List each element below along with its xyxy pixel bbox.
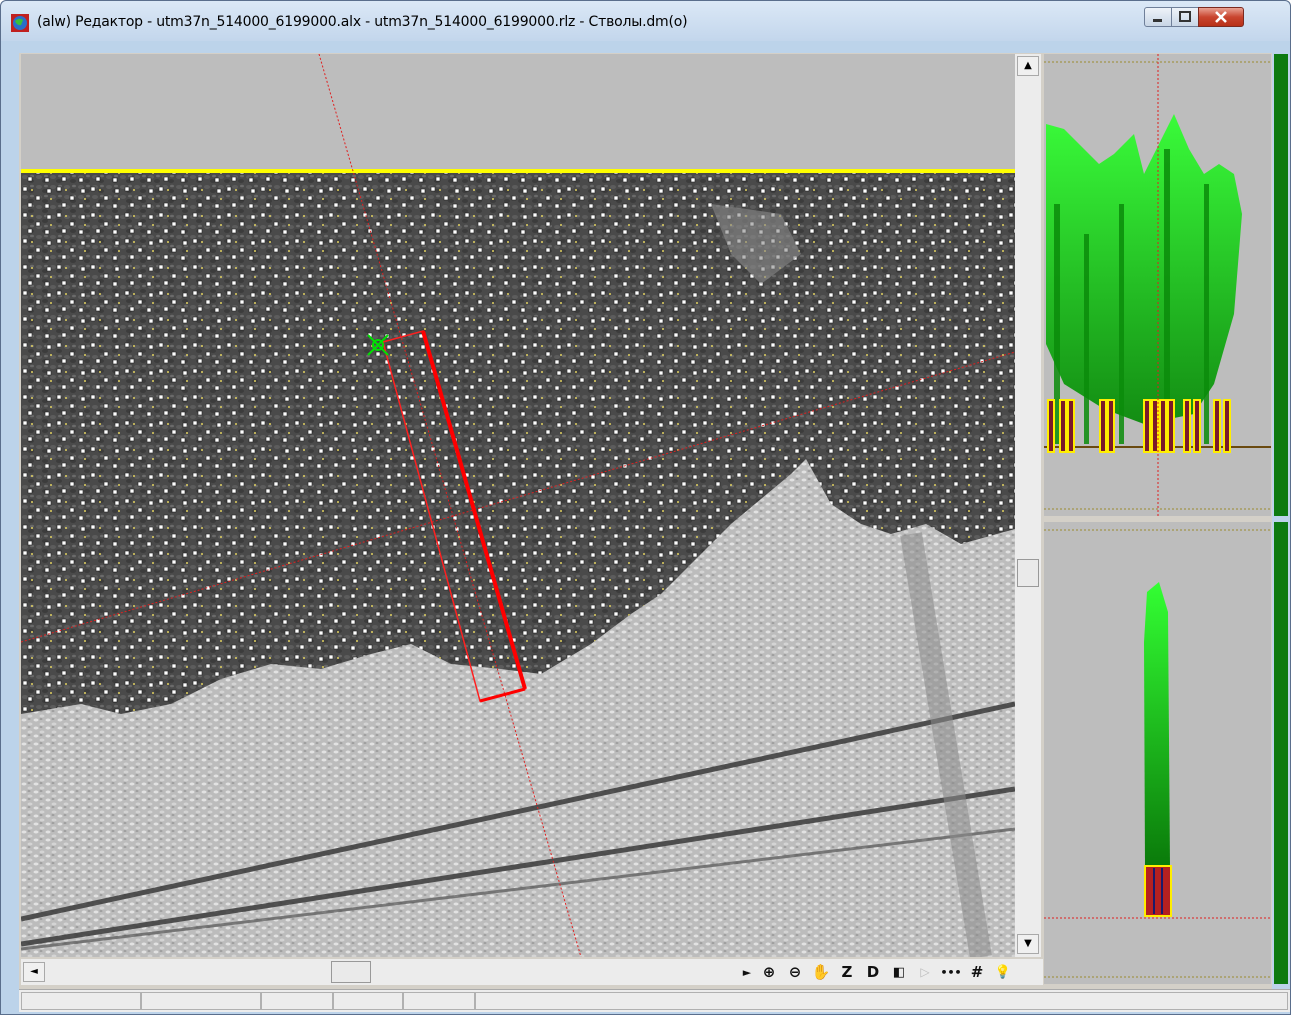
next-frame-icon[interactable]: ▷ bbox=[920, 965, 930, 979]
tree-profile-side bbox=[1044, 54, 1271, 516]
plan-view-canvas[interactable] bbox=[21, 54, 1015, 957]
close-icon bbox=[1215, 11, 1227, 23]
vertical-scrollbar[interactable]: ▲ ▼ bbox=[1015, 54, 1041, 957]
view-toolbar: ► ⊕ ⊖ ✋ Z D ◧ ▷ ••• # 💡 bbox=[739, 960, 1015, 984]
grid-hash-icon[interactable]: # bbox=[970, 963, 984, 981]
scroll-left-button[interactable]: ◄ bbox=[23, 962, 45, 982]
d-mode-button[interactable]: D bbox=[866, 963, 880, 981]
pan-hand-icon[interactable]: ✋ bbox=[811, 963, 831, 981]
window-title: (alw) Редактор - utm37n_514000_6199000.a… bbox=[37, 14, 688, 30]
status-bar bbox=[19, 989, 1290, 1012]
close-button[interactable] bbox=[1198, 7, 1244, 27]
vertical-scroll-thumb[interactable] bbox=[1017, 559, 1039, 587]
previous-frame-icon[interactable]: ◧ bbox=[892, 964, 906, 980]
status-cell bbox=[141, 992, 261, 1010]
z-mode-button[interactable]: Z bbox=[841, 963, 853, 981]
scroll-right-button[interactable]: ► bbox=[742, 965, 752, 979]
profile-height-bar bbox=[1274, 54, 1288, 516]
minimize-icon bbox=[1153, 19, 1162, 22]
horizontal-scrollbar[interactable]: ◄ bbox=[21, 959, 1043, 985]
scroll-up-button[interactable]: ▲ bbox=[1017, 56, 1039, 76]
app-globe-icon bbox=[11, 14, 29, 32]
maximize-button[interactable] bbox=[1171, 7, 1199, 27]
title-bar[interactable]: (alw) Редактор - utm37n_514000_6199000.a… bbox=[1, 1, 1290, 41]
selected-tree-marker[interactable] bbox=[367, 334, 389, 356]
minimize-button[interactable] bbox=[1144, 7, 1172, 27]
dashes-icon[interactable]: ••• bbox=[940, 965, 962, 979]
status-cell bbox=[403, 992, 475, 1010]
horizontal-scroll-thumb[interactable] bbox=[331, 961, 371, 983]
scroll-down-button[interactable]: ▼ bbox=[1017, 934, 1039, 954]
cross-section-canvas[interactable] bbox=[1044, 522, 1271, 984]
profile-view-canvas[interactable] bbox=[1044, 54, 1271, 516]
point-cloud-plan bbox=[21, 54, 1015, 957]
status-cell bbox=[333, 992, 403, 1010]
zoom-in-icon[interactable]: ⊕ bbox=[762, 963, 776, 981]
tree-profile-cross bbox=[1044, 529, 1271, 978]
status-cell bbox=[475, 992, 1288, 1010]
cross-section-height-bar bbox=[1274, 522, 1288, 984]
status-cell bbox=[21, 992, 141, 1010]
zoom-out-icon[interactable]: ⊖ bbox=[788, 963, 802, 981]
status-cell bbox=[261, 992, 333, 1010]
light-bulb-icon[interactable]: 💡 bbox=[994, 964, 1012, 980]
maximize-icon bbox=[1179, 11, 1191, 22]
